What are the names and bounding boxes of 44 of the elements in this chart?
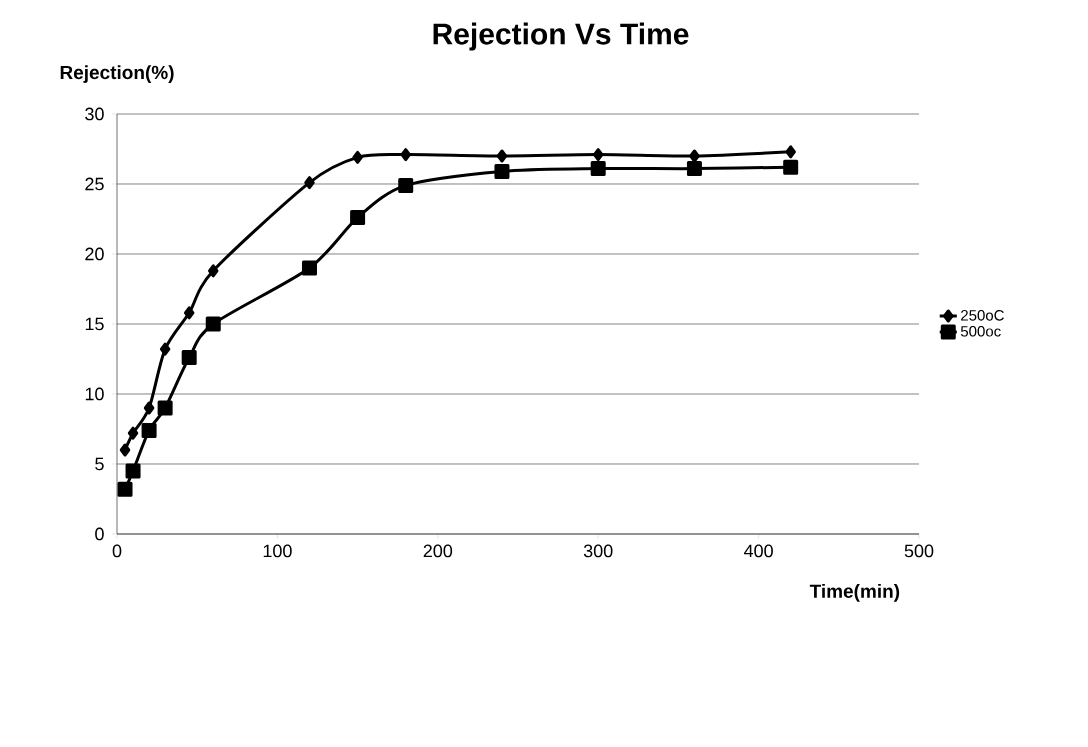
- x-tick-label: 200: [423, 544, 453, 558]
- point: [304, 176, 315, 190]
- point: [689, 149, 700, 163]
- x-tick-label: 500: [904, 544, 934, 558]
- point: [143, 401, 155, 415]
- y-tick-label: 0: [95, 527, 104, 541]
- x-tick-label: 400: [743, 544, 773, 558]
- point: [301, 260, 317, 276]
- point: [157, 400, 173, 416]
- legend-label: 250oC: [961, 310, 1004, 321]
- x-tick-label: 100: [263, 544, 292, 558]
- point: [125, 463, 141, 479]
- point: [686, 161, 702, 177]
- point: [181, 350, 197, 366]
- y-tick-label: 20: [85, 247, 104, 261]
- point: [494, 163, 510, 179]
- point: [496, 149, 508, 163]
- point: [400, 148, 411, 162]
- y-tick-label: 10: [85, 387, 104, 401]
- point: [350, 210, 366, 226]
- point: [117, 481, 133, 497]
- point: [183, 306, 195, 320]
- y-tick-label: 25: [85, 177, 104, 191]
- y-axis-title: Rejection(%): [60, 65, 174, 83]
- point: [398, 177, 414, 193]
- point: [592, 148, 604, 162]
- point: [141, 422, 157, 438]
- point: [127, 426, 139, 440]
- point: [207, 264, 219, 278]
- y-tick-label: 30: [85, 107, 104, 121]
- point: [785, 145, 796, 159]
- point: [783, 159, 799, 175]
- x-tick-label: 300: [583, 544, 613, 558]
- y-tick-label: 5: [95, 457, 104, 471]
- point: [352, 150, 363, 164]
- point: [159, 342, 171, 356]
- legend-label: 500oc: [960, 325, 1001, 337]
- y-tick-label: 15: [85, 317, 104, 331]
- x-tick-label: 0: [112, 544, 122, 558]
- x-axis-title: Time(min): [809, 583, 900, 602]
- point: [205, 316, 221, 332]
- chart-title: Rejection Vs Time: [433, 22, 689, 51]
- point: [119, 443, 131, 457]
- point: [590, 161, 606, 177]
